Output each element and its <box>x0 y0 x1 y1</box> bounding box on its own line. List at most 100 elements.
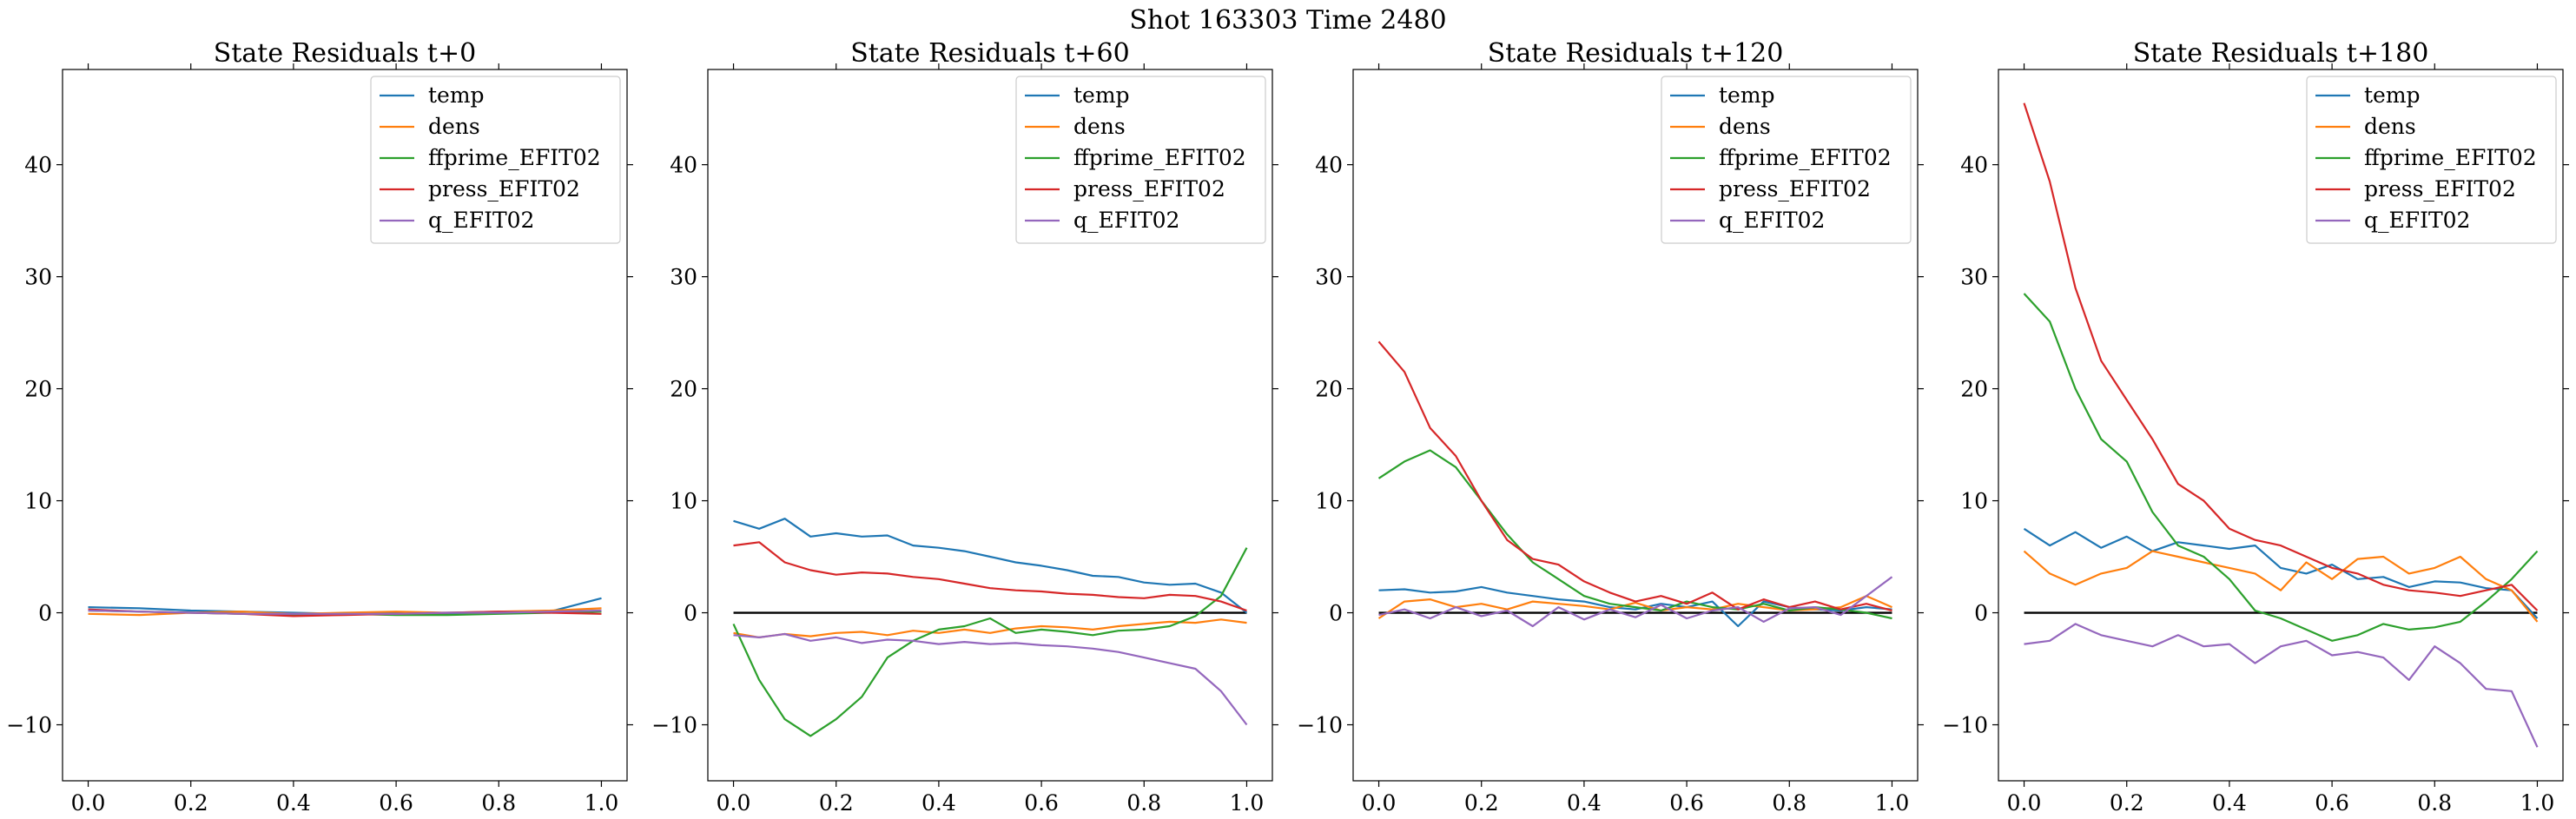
y-tick-label: 20 <box>670 377 697 402</box>
legend-entry: dens <box>428 114 480 139</box>
x-tick-label: 0.0 <box>1362 790 1397 816</box>
y-tick-label: 40 <box>1315 153 1343 178</box>
series-line-q-efit02 <box>1378 576 1893 628</box>
y-tick-label: −10 <box>1297 713 1343 738</box>
y-tick-label: −10 <box>1942 713 1988 738</box>
legend-entry: ffprime_EFIT02 <box>2364 145 2537 170</box>
legend-entry: dens <box>1719 114 1771 139</box>
panel-title: State Residuals t+180 <box>2133 38 2429 69</box>
y-tick-label: 10 <box>1960 489 1988 514</box>
x-tick-label: 0.2 <box>2110 790 2144 816</box>
series-line-press-efit02 <box>2023 102 2539 611</box>
x-tick-label: 0.4 <box>921 790 956 816</box>
legend-entry: dens <box>1073 114 1126 139</box>
panel-2: State Residuals t+60 0.0 0.2 0.4 0.6 0.8 1.0 −1… <box>651 38 1278 816</box>
x-tick-label: 0.2 <box>1464 790 1499 816</box>
y-tick-label: −10 <box>651 713 697 738</box>
axes-frame <box>1998 69 2564 782</box>
legend: temp dens ffprime_EFIT02 press_EFIT02 q_EFIT… <box>2306 76 2557 244</box>
series-line-q-efit02 <box>2024 623 2539 748</box>
x-tick-label: 0.0 <box>71 790 106 816</box>
series-line-press-efit02 <box>733 541 1247 612</box>
legend-entry: q_EFIT02 <box>1073 208 1179 233</box>
legend-entry: press_EFIT02 <box>1073 176 1225 201</box>
axes-frame <box>707 69 1273 782</box>
legend: temp dens ffprime_EFIT02 press_EFIT02 q_EFIT… <box>1015 76 1266 244</box>
x-tick-label: 0.0 <box>2007 790 2042 816</box>
legend-entry: temp <box>1719 83 1775 108</box>
legend-entry: press_EFIT02 <box>428 176 580 201</box>
y-tick-label: 30 <box>24 265 52 290</box>
series-line-dens <box>733 618 1247 639</box>
x-tick-label: 0.4 <box>276 790 311 816</box>
legend-box <box>1015 76 1266 244</box>
panel-3: State Residuals t+120 0.0 0.2 0.4 0.6 0.8 1.0 −… <box>1297 38 1924 816</box>
y-tick-label: −10 <box>6 713 52 738</box>
x-tick-label: 0.2 <box>174 790 208 816</box>
panel-4: State Residuals t+180 0.0 0.2 0.4 0.6 0.8 1.0 −… <box>1942 38 2569 816</box>
legend-box <box>2306 76 2557 244</box>
legend-entry: q_EFIT02 <box>428 208 534 233</box>
series-line-temp <box>733 518 1248 614</box>
y-tick-label: 0 <box>1974 601 1988 626</box>
y-tick-label: 20 <box>1315 377 1343 402</box>
x-tick-label: 0.2 <box>819 790 854 816</box>
series-line-ffprime-efit02 <box>732 547 1248 737</box>
legend-box <box>370 76 621 244</box>
x-tick-label: 0.6 <box>379 790 413 816</box>
axes-frame <box>62 69 628 782</box>
legend-entry: press_EFIT02 <box>1719 176 1871 201</box>
legend-entry: temp <box>428 83 485 108</box>
y-tick-label: 20 <box>1960 377 1988 402</box>
legend-entry: temp <box>1073 83 1130 108</box>
figure-suptitle: Shot 163303 Time 2480 <box>1129 5 1446 36</box>
x-tick-label: 1.0 <box>2520 790 2555 816</box>
y-tick-label: 30 <box>1315 265 1343 290</box>
series-line-temp <box>2023 527 2539 619</box>
x-tick-label: 0.8 <box>2417 790 2452 816</box>
x-tick-label: 0.4 <box>1567 790 1602 816</box>
x-tick-label: 0.6 <box>1024 790 1059 816</box>
legend-box <box>1661 76 1912 244</box>
legend-entry: temp <box>2364 83 2421 108</box>
x-tick-label: 0.8 <box>1126 790 1161 816</box>
x-tick-label: 0.8 <box>481 790 516 816</box>
panel-title: State Residuals t+0 <box>214 38 476 69</box>
series-line-q-efit02 <box>88 609 602 615</box>
y-tick-label: 20 <box>24 377 52 402</box>
y-tick-label: 10 <box>670 489 697 514</box>
panel-title: State Residuals t+120 <box>1488 38 1784 69</box>
y-tick-label: 0 <box>684 601 697 626</box>
legend-entry: ffprime_EFIT02 <box>428 145 601 170</box>
panels: State Residuals t+0 0.0 0.2 0.4 0.6 0.8 1.0 −10… <box>6 38 2569 816</box>
x-tick-label: 0.4 <box>2212 790 2247 816</box>
legend-entry: press_EFIT02 <box>2364 176 2516 201</box>
series-line-dens <box>1377 595 1892 619</box>
legend: temp dens ffprime_EFIT02 press_EFIT02 q_EFIT… <box>370 76 621 244</box>
x-tick-label: 0.6 <box>1669 790 1704 816</box>
y-tick-label: 10 <box>1315 489 1343 514</box>
legend: temp dens ffprime_EFIT02 press_EFIT02 q_EFIT… <box>1661 76 1912 244</box>
panel-1: State Residuals t+0 0.0 0.2 0.4 0.6 0.8 1.0 −10… <box>6 38 633 816</box>
legend-entry: q_EFIT02 <box>2364 208 2470 233</box>
legend-entry: ffprime_EFIT02 <box>1719 145 1892 170</box>
y-tick-label: 10 <box>24 489 52 514</box>
x-tick-label: 1.0 <box>585 790 619 816</box>
y-tick-label: 40 <box>670 153 697 178</box>
x-tick-label: 1.0 <box>1230 790 1265 816</box>
legend-entry: q_EFIT02 <box>1719 208 1825 233</box>
y-tick-label: 40 <box>1960 153 1988 178</box>
y-tick-label: 40 <box>24 153 52 178</box>
series-line-ffprime-efit02 <box>1377 449 1892 620</box>
series-line-ffprime-efit02 <box>2023 293 2539 642</box>
legend-entry: ffprime_EFIT02 <box>1073 145 1246 170</box>
y-tick-label: 30 <box>1960 265 1988 290</box>
x-tick-label: 0.0 <box>717 790 751 816</box>
x-tick-label: 0.6 <box>2315 790 2349 816</box>
x-tick-label: 0.8 <box>1772 790 1807 816</box>
series-line-dens <box>2023 550 2539 623</box>
series-line-press-efit02 <box>1377 340 1892 612</box>
series-line-q-efit02 <box>733 632 1248 726</box>
y-tick-label: 0 <box>1329 601 1343 626</box>
